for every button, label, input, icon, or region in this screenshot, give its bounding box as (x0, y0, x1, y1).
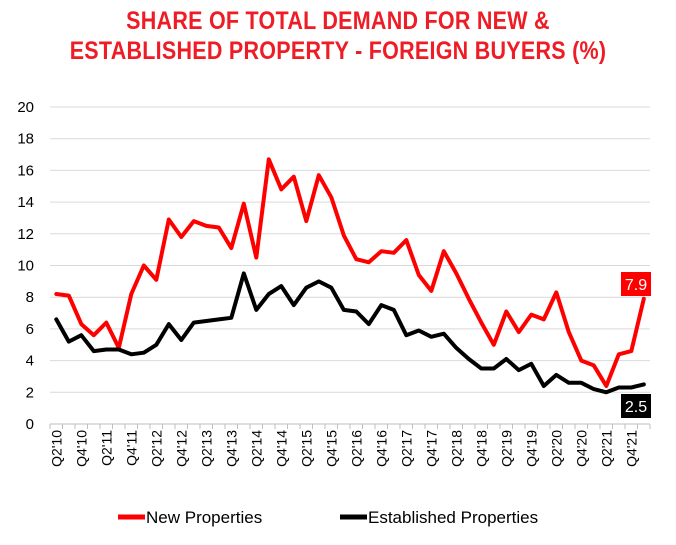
x-tick-label: Q2'16 (348, 430, 364, 467)
end-label-value: 2.5 (625, 399, 647, 416)
x-tick-label: Q2'20 (548, 430, 564, 467)
end-value-labels: 7.9 2.5 (621, 272, 651, 418)
x-tick-label: Q4'12 (173, 430, 189, 467)
x-tick-label: Q2'17 (398, 430, 414, 467)
end-label-box (621, 394, 651, 418)
series-line-new-properties (54, 157, 646, 388)
series-lines (54, 157, 646, 395)
y-tick-label: 20 (17, 99, 34, 116)
legend: New Properties Established Properties (118, 508, 538, 527)
x-tick-label: Q4'20 (573, 430, 589, 467)
y-tick-label: 10 (17, 258, 34, 275)
legend-label-new-properties: New Properties (146, 508, 262, 527)
end-label-box (621, 272, 651, 296)
y-tick-label: 18 (17, 131, 34, 148)
y-axis-tick-labels: 0 2 4 6 8 10 12 14 16 18 20 (17, 99, 34, 433)
x-tick-label: Q2'13 (198, 430, 214, 467)
x-tick-label: Q2'14 (248, 430, 264, 467)
x-tick-label: Q2'11 (98, 430, 114, 466)
y-tick-label: 2 (26, 384, 34, 401)
gridlines (50, 106, 650, 393)
x-tick-label: Q4'13 (223, 430, 239, 467)
x-tick-label: Q2'15 (298, 430, 314, 467)
legend-label-established-properties: Established Properties (368, 508, 538, 527)
x-tick-label: Q4'10 (73, 430, 89, 467)
chart-title-line-1: SHARE OF TOTAL DEMAND FOR NEW & (126, 7, 550, 35)
x-tick-label: Q4'14 (273, 430, 289, 467)
end-label-value: 7.9 (625, 277, 647, 294)
y-tick-label: 0 (26, 416, 34, 433)
y-tick-label: 14 (17, 194, 34, 211)
x-axis-tick-marks (49, 424, 651, 429)
x-tick-label: Q4'15 (323, 430, 339, 467)
x-tick-label: Q2'12 (148, 430, 164, 467)
x-tick-label: Q2'18 (448, 430, 464, 467)
y-tick-label: 6 (26, 321, 34, 338)
x-tick-label: Q4'19 (523, 430, 539, 467)
series-line-established-properties (54, 271, 646, 395)
x-tick-label: Q2'21 (598, 430, 614, 467)
x-tick-label: Q2'10 (48, 430, 64, 467)
x-tick-label: Q4'18 (473, 430, 489, 467)
x-axis-tick-labels: Q2'10 Q4'10 Q2'11 Q4'11 Q2'12 Q4'12 Q2'13 Q4'13… (48, 430, 639, 467)
y-tick-label: 16 (17, 162, 34, 179)
y-tick-label: 8 (26, 289, 34, 306)
x-tick-label: Q4'11 (123, 430, 139, 466)
chart-title: SHARE OF TOTAL DEMAND FOR NEW & ESTABLIS… (47, 6, 628, 66)
y-tick-label: 12 (17, 226, 34, 243)
x-tick-label: Q4'16 (373, 430, 389, 467)
x-tick-label: Q4'17 (423, 430, 439, 467)
x-tick-label: Q4'21 (623, 430, 639, 467)
x-tick-label: Q2'19 (498, 430, 514, 467)
y-tick-label: 4 (26, 353, 34, 370)
chart-title-line-2: ESTABLISHED PROPERTY - FOREIGN BUYERS (%… (69, 37, 607, 65)
